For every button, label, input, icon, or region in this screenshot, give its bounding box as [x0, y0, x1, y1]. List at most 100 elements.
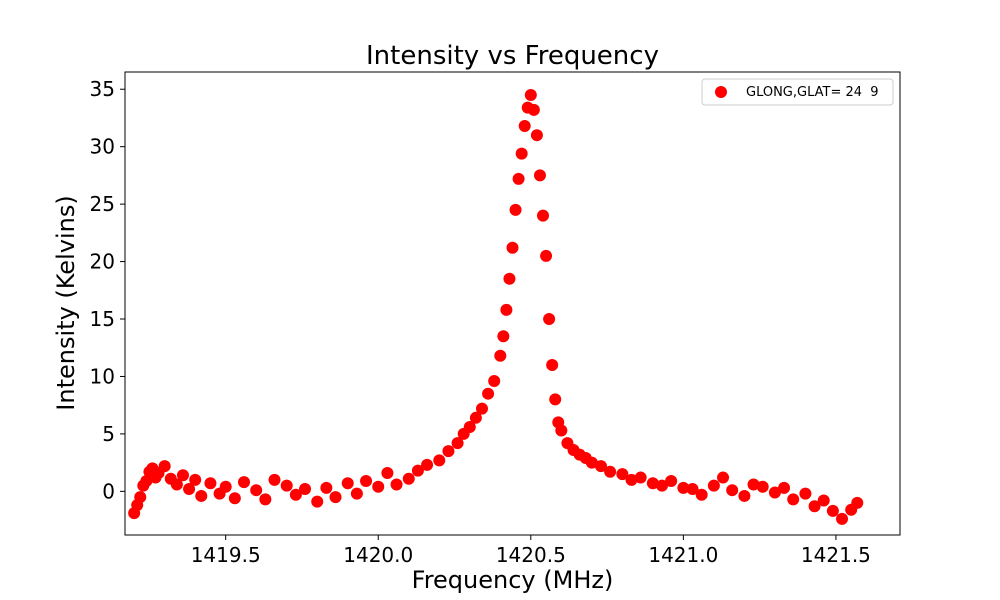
data-point	[411, 464, 424, 477]
data-point	[518, 120, 531, 132]
data-point	[527, 103, 540, 116]
y-axis-label: Intensity (Kelvins)	[52, 195, 80, 410]
data-point	[170, 478, 183, 491]
data-point	[488, 375, 501, 388]
y-tick-label: 20	[90, 250, 115, 274]
data-point	[509, 203, 522, 216]
data-point	[372, 480, 385, 493]
data-point	[686, 483, 699, 496]
data-point	[259, 493, 272, 506]
data-point	[585, 456, 598, 469]
data-point	[594, 460, 607, 473]
y-tick-label: 25	[90, 192, 115, 216]
data-point	[341, 477, 354, 490]
data-point	[140, 475, 153, 487]
data-point	[738, 489, 751, 502]
y-tick-label: 30	[90, 135, 115, 159]
legend-marker	[715, 86, 727, 98]
data-point	[512, 172, 525, 185]
data-point	[463, 421, 476, 433]
data-point	[604, 465, 617, 478]
x-tick-label: 1419.5	[191, 543, 261, 567]
data-point	[625, 473, 638, 486]
data-points	[128, 88, 864, 525]
data-point	[329, 491, 342, 504]
data-point	[195, 489, 208, 502]
data-point	[787, 493, 800, 506]
legend: GLONG,GLAT= 24 9	[701, 78, 894, 106]
data-point	[543, 313, 556, 326]
data-point	[503, 272, 516, 285]
data-point	[778, 481, 791, 494]
data-point	[134, 491, 147, 504]
data-point	[768, 486, 781, 499]
data-point	[299, 483, 312, 496]
y-tick-label: 5	[102, 422, 115, 446]
data-point	[656, 479, 669, 492]
data-point	[176, 469, 189, 482]
y-tick-label: 35	[90, 77, 115, 101]
data-point	[695, 488, 708, 501]
data-point	[756, 480, 769, 493]
data-point	[808, 500, 821, 513]
chart-title: Intensity vs Frequency	[366, 41, 659, 71]
data-point	[350, 487, 363, 500]
data-point	[158, 460, 171, 473]
data-point	[555, 424, 568, 437]
data-point	[677, 481, 690, 494]
data-point	[515, 147, 528, 160]
data-point	[189, 473, 202, 486]
x-tick-label: 1420.0	[343, 543, 413, 567]
data-point	[433, 454, 446, 467]
data-point	[799, 487, 812, 500]
y-tick-label: 10	[90, 364, 115, 388]
data-point	[442, 445, 455, 458]
data-point	[549, 393, 562, 406]
data-point	[421, 458, 434, 471]
legend-box	[701, 78, 894, 106]
data-point	[747, 478, 760, 491]
x-axis: 1419.5 1420.0 1420.5 1421.0 1421.5	[191, 535, 871, 567]
data-point	[360, 475, 373, 487]
data-point	[616, 468, 629, 481]
data-point	[311, 495, 324, 508]
data-point	[238, 476, 250, 489]
data-point	[494, 349, 507, 362]
x-tick-label: 1421.0	[648, 543, 718, 567]
data-point	[506, 241, 519, 254]
data-point	[546, 358, 559, 371]
x-tick-label: 1420.5	[496, 543, 566, 567]
y-axis: 0 5 10 15 20 25 30 35	[90, 77, 125, 503]
data-point	[250, 484, 263, 497]
data-point	[646, 477, 659, 490]
data-point	[497, 330, 510, 343]
data-point	[469, 411, 482, 424]
data-point	[289, 488, 302, 501]
data-point	[320, 481, 333, 494]
plot-area-frame	[124, 71, 901, 536]
data-point	[381, 466, 394, 479]
data-point	[665, 475, 678, 487]
data-point	[390, 478, 403, 491]
data-point	[707, 479, 720, 492]
data-point	[726, 484, 739, 497]
data-point	[530, 129, 543, 142]
data-point	[482, 387, 495, 400]
data-point	[826, 504, 839, 517]
data-point	[475, 402, 488, 415]
x-tick-label: 1421.5	[801, 543, 871, 567]
data-point	[634, 471, 647, 484]
data-point	[540, 249, 553, 262]
data-point	[851, 496, 864, 509]
y-tick-label: 15	[90, 307, 115, 331]
data-point	[280, 479, 293, 492]
data-point	[524, 88, 537, 101]
data-point	[500, 303, 513, 316]
data-point	[268, 473, 281, 486]
data-point	[219, 480, 232, 493]
data-point	[402, 472, 415, 485]
data-point	[183, 483, 196, 496]
data-point	[204, 477, 217, 490]
data-point	[717, 471, 730, 484]
